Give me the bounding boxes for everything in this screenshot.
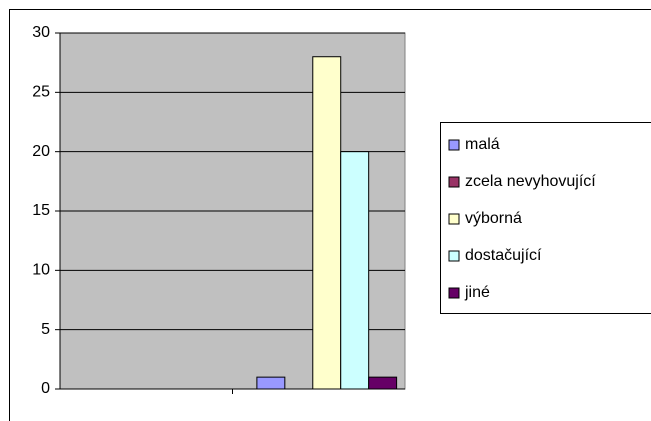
y-tick-label: 5 [41,321,50,338]
bar [368,376,398,390]
legend-label: zcela nevyhovující [465,173,596,190]
legend-swatch [448,176,460,188]
legend-swatch [448,213,460,225]
legend-label: malá [465,136,500,153]
y-tick-label: 20 [32,143,50,160]
bar [340,151,370,390]
legend-swatch [448,139,460,151]
y-tick-label: 30 [32,24,50,41]
legend-swatch [448,250,460,262]
legend-label: dostačující [465,247,542,264]
y-tick-label: 10 [32,262,50,279]
legend-label: výborná [465,210,522,227]
y-tick-label: 25 [32,84,50,101]
y-tick-label: 15 [32,202,50,219]
y-tick-label: 0 [41,380,50,397]
legend-swatch [448,287,460,299]
bar [256,376,286,390]
legend [440,122,651,314]
bar [312,56,342,390]
legend-label: jiné [464,284,490,301]
